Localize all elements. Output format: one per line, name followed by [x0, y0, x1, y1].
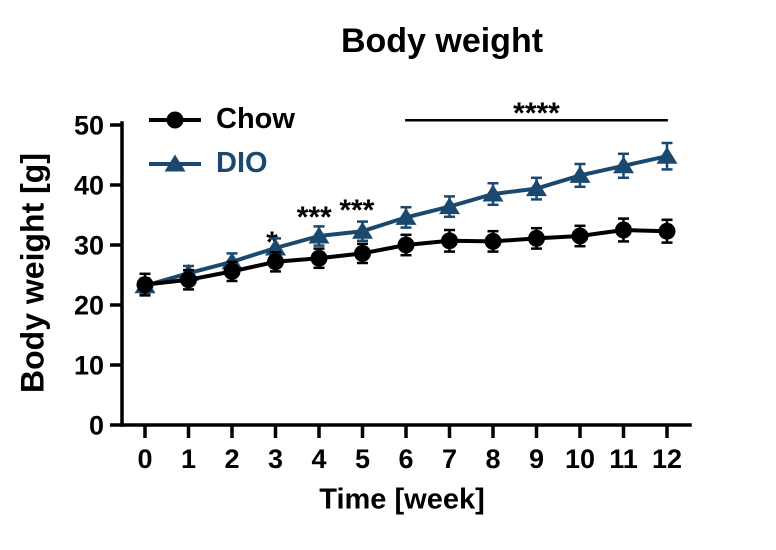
x-tick-label: 11: [609, 444, 638, 474]
data-point-circle: [223, 262, 241, 280]
data-point-triangle: [352, 221, 373, 239]
series-chow: [136, 217, 676, 297]
legend-label-dio: DIO: [216, 147, 268, 179]
x-tick-label: 4: [311, 444, 326, 474]
x-tick-label: 3: [268, 444, 283, 474]
data-point-triangle: [482, 184, 504, 202]
y-tick-label: 30: [74, 231, 104, 261]
bracket-stars-label: ****: [513, 97, 560, 130]
y-tick-label: 20: [74, 291, 104, 321]
data-point-triangle: [569, 165, 591, 183]
data-point-circle: [441, 232, 458, 250]
significance-bracket: ****: [405, 97, 668, 130]
y-axis-ticks: 0 10 20 30 40 50: [74, 111, 122, 441]
chow-circle-marker-icon: [149, 111, 201, 128]
data-point-circle: [571, 227, 589, 245]
data-point-circle: [528, 229, 545, 247]
chart-title: Body weight: [340, 22, 544, 60]
data-point-triangle: [526, 179, 547, 197]
x-axis-label: Time [week]: [319, 483, 485, 516]
x-tick-label: 1: [181, 444, 196, 474]
data-point-circle: [354, 244, 371, 262]
y-tick-label: 50: [74, 111, 104, 141]
legend-item-chow: Chow: [146, 101, 295, 138]
x-tick-label: 2: [224, 444, 239, 474]
data-point-circle: [166, 111, 184, 128]
data-point-triangle: [656, 146, 678, 164]
x-axis-ticks: 0 1 2 3 4 5 6 7 8 9 10 11 12: [137, 425, 682, 474]
x-tick-label: 0: [137, 444, 152, 474]
data-point-circle: [267, 253, 284, 271]
x-tick-label: 6: [398, 444, 413, 474]
y-tick-label: 10: [74, 351, 104, 381]
data-point-circle: [397, 236, 415, 254]
data-point-triangle: [164, 154, 186, 171]
data-point-triangle: [308, 226, 330, 244]
y-tick-label: 40: [74, 171, 104, 201]
y-tick-label: 0: [89, 411, 104, 441]
data-point-circle: [180, 271, 197, 289]
data-point-circle: [484, 232, 502, 250]
data-point-triangle: [439, 197, 460, 215]
x-tick-label: 10: [565, 444, 595, 474]
x-tick-label: 5: [355, 444, 370, 474]
dio-triangle-marker-icon: [149, 154, 201, 171]
data-point-circle: [615, 221, 632, 239]
data-point-triangle: [613, 156, 634, 174]
legend-item-dio: DIO: [146, 145, 295, 182]
data-point-circle: [658, 222, 676, 240]
legend: Chow DIO: [146, 101, 295, 182]
x-tick-label: 12: [652, 444, 682, 474]
x-tick-label: 8: [485, 444, 500, 474]
data-point-triangle: [395, 207, 417, 225]
legend-label-chow: Chow: [216, 103, 295, 135]
data-point-circle: [136, 276, 154, 294]
x-tick-label: 7: [442, 444, 457, 474]
x-tick-label: 9: [529, 444, 544, 474]
star-label: ***: [297, 201, 332, 234]
data-point-circle: [310, 249, 328, 267]
